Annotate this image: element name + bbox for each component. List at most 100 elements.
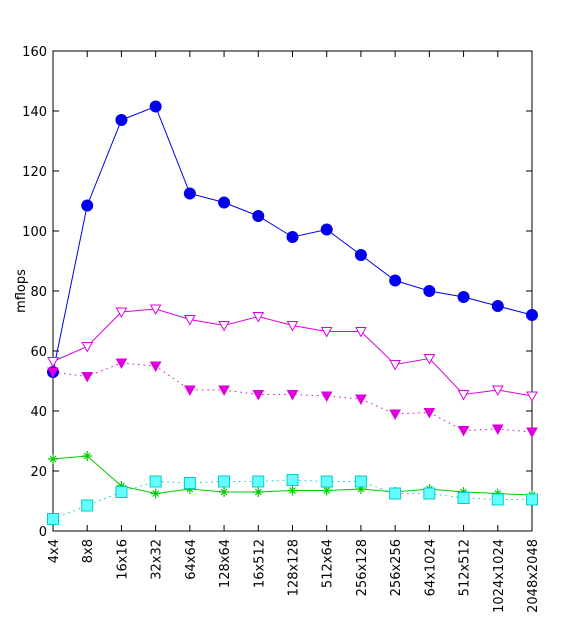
- data-point: [286, 390, 299, 401]
- data-point: [491, 385, 504, 397]
- y-tick-label: 60: [30, 345, 47, 360]
- data-point: [457, 426, 470, 437]
- data-point: [183, 187, 196, 200]
- data-point: [115, 114, 128, 126]
- data-point: [184, 315, 196, 326]
- data-point: [81, 342, 94, 353]
- x-tick-label: 2048x2048: [526, 539, 541, 613]
- data-point: [149, 361, 162, 373]
- y-axis: 0 20 40 60 80 100 120 140 160: [22, 45, 532, 540]
- y-tick-label: 80: [30, 285, 47, 300]
- data-point: [253, 487, 264, 497]
- data-point: [286, 231, 299, 243]
- data-point: [81, 499, 94, 512]
- data-point: [48, 454, 58, 464]
- y-tick-label: 120: [22, 165, 47, 180]
- data-point: [115, 486, 128, 498]
- data-point: [354, 249, 367, 261]
- data-point: [389, 360, 401, 371]
- data-point: [286, 474, 299, 486]
- data-point: [150, 488, 161, 499]
- data-point: [218, 475, 231, 488]
- data-point: [457, 492, 470, 504]
- data-point: [183, 477, 196, 489]
- data-point: [287, 485, 298, 496]
- x-tick-label: 512x512: [458, 539, 473, 596]
- data-point: [286, 321, 299, 332]
- data-point: [526, 309, 538, 321]
- x-tick-label: 16x512: [252, 539, 267, 588]
- data-point: [218, 196, 231, 209]
- x-tick-label: 4x4: [47, 539, 62, 563]
- data-point: [81, 199, 94, 212]
- x-tick-label: 64x64: [184, 539, 199, 580]
- x-tick-label: 128x128: [287, 539, 302, 596]
- data-point: [115, 358, 128, 370]
- data-point: [423, 487, 436, 500]
- data-point: [320, 391, 333, 403]
- series-layer: [47, 100, 538, 525]
- data-point: [320, 327, 333, 338]
- data-point: [423, 354, 436, 365]
- data-point: [355, 327, 367, 338]
- data-point: [82, 451, 93, 461]
- x-tick-label: 128x64: [218, 539, 233, 588]
- data-point: [355, 394, 367, 406]
- y-tick-label: 20: [30, 465, 47, 480]
- data-point: [219, 487, 230, 497]
- data-point: [321, 485, 332, 496]
- y-tick-label: 160: [22, 45, 47, 60]
- y-tick-label: 100: [22, 225, 47, 240]
- data-point: [115, 307, 128, 319]
- data-point: [526, 427, 538, 439]
- data-point: [81, 372, 94, 383]
- x-tick-label: 1024x1024: [492, 539, 507, 613]
- data-point: [252, 210, 265, 222]
- series-line: [52, 362, 533, 433]
- data-point: [47, 367, 59, 379]
- data-point: [457, 291, 470, 303]
- data-point: [491, 424, 504, 436]
- x-tick-label: 256x128: [355, 539, 370, 596]
- y-axis-label: mflops: [14, 269, 29, 313]
- data-point: [218, 385, 230, 397]
- data-point: [526, 391, 538, 403]
- x-tick-label: 64x1024: [423, 539, 438, 596]
- data-point: [252, 475, 265, 488]
- series-0: [47, 100, 538, 378]
- y-tick-label: 140: [22, 105, 47, 120]
- data-point: [355, 484, 366, 494]
- data-point: [389, 409, 401, 421]
- x-axis: 4x4 8x8 16x16 32x32 64x64 128x64 16x512 128x128…: [47, 51, 541, 613]
- data-point: [491, 493, 504, 506]
- series-1: [47, 304, 538, 403]
- series-4: [47, 474, 538, 525]
- y-tick-label: 40: [30, 405, 47, 420]
- data-point: [320, 223, 333, 236]
- data-point: [423, 408, 436, 419]
- data-point: [354, 475, 367, 488]
- data-point: [47, 357, 59, 368]
- data-point: [184, 385, 196, 397]
- series-2: [47, 358, 538, 439]
- series-line: [52, 479, 532, 520]
- data-point: [149, 304, 162, 316]
- x-tick-label: 512x64: [321, 539, 336, 588]
- data-point: [423, 285, 436, 297]
- data-point: [457, 390, 470, 401]
- data-point: [491, 300, 504, 312]
- x-tick-label: 32x32: [150, 539, 165, 580]
- data-point: [389, 487, 402, 500]
- y-tick-label: 0: [39, 525, 47, 540]
- data-point: [252, 312, 265, 323]
- data-point: [47, 513, 59, 525]
- x-tick-label: 16x16: [115, 539, 130, 580]
- x-tick-label: 8x8: [81, 539, 96, 563]
- data-point: [320, 475, 333, 488]
- x-tick-label: 256x256: [389, 539, 404, 596]
- data-point: [218, 321, 230, 332]
- data-point: [526, 493, 538, 506]
- data-point: [252, 390, 265, 401]
